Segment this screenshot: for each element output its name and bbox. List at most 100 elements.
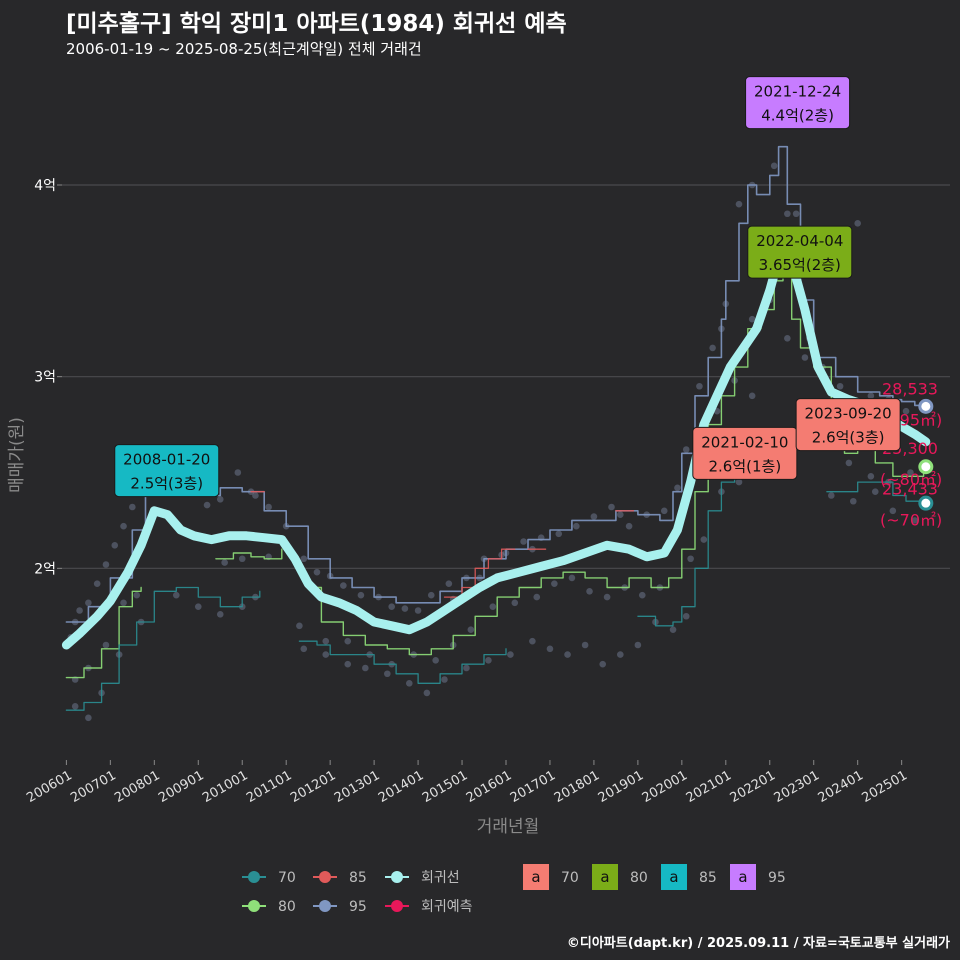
legend: 70 85 회귀선 80 95 회귀예측 a 70 a 80 a 85 a 95 xyxy=(242,864,786,915)
source-credit: ©디아파트(dapt.kr) / 2025.09.11 / 자료=국토교통부 실… xyxy=(566,936,950,951)
legend-box-letter: a xyxy=(738,868,747,886)
x-tick-label: 201401 xyxy=(376,768,426,806)
scatter-point xyxy=(669,626,677,633)
scatter-point xyxy=(682,446,690,453)
x-tick-label: 202301 xyxy=(772,768,822,806)
scatter-point xyxy=(427,591,435,599)
y-tick-label: 4억 xyxy=(34,178,56,194)
scatter-point xyxy=(770,162,778,170)
scatter-point xyxy=(405,680,413,687)
scatter-point xyxy=(362,664,369,672)
scatter-point xyxy=(111,542,119,549)
legend-swatch-dot xyxy=(319,871,331,883)
scatter-point xyxy=(849,497,857,505)
scatter-point xyxy=(445,580,453,587)
annotation-box: 2022-04-04 3.65억(2층) xyxy=(747,225,853,279)
x-tick-label: 202201 xyxy=(728,768,778,806)
scatter-point xyxy=(709,344,716,352)
legend-label: 회귀예측 xyxy=(421,899,473,915)
scatter-point xyxy=(221,559,228,566)
x-tick-label: 201601 xyxy=(464,768,514,806)
x-tick-label: 200801 xyxy=(112,768,162,806)
annotation-bg xyxy=(692,426,798,480)
annotation-price: 2.6억(3층) xyxy=(812,429,885,447)
scatter-point xyxy=(120,522,127,530)
scatter-point xyxy=(344,660,352,668)
scatter-point xyxy=(555,530,563,538)
scatter-point xyxy=(423,689,431,697)
x-tick-label: 201301 xyxy=(332,768,382,806)
annotation-date: 2022-04-04 xyxy=(756,232,843,250)
series-line-95 xyxy=(65,145,927,623)
legend-box-letter: a xyxy=(600,868,609,886)
scatter-point xyxy=(252,492,259,499)
scatter-point xyxy=(828,492,835,499)
scatter-point xyxy=(687,555,694,563)
scatter-point xyxy=(489,603,497,610)
legend-label: 회귀선 xyxy=(421,870,460,886)
legend-swatch-dot xyxy=(248,900,260,912)
annotation-price: 2.6억(1층) xyxy=(708,457,781,475)
legend-swatch-dot xyxy=(391,900,403,912)
scatter-point xyxy=(700,536,708,543)
annotation-price: 2.5억(3층) xyxy=(130,475,203,493)
scatter-point xyxy=(638,591,646,599)
endpoint-marker-80 xyxy=(918,459,934,475)
scatter-point xyxy=(735,200,743,208)
scatter-point xyxy=(792,210,800,218)
legend-box-label: 70 xyxy=(561,870,579,886)
scatter-point xyxy=(586,588,593,595)
scatter-point xyxy=(564,651,571,658)
x-tick-label: 202501 xyxy=(860,768,910,806)
legend-label: 85 xyxy=(349,870,367,886)
scatter-point xyxy=(384,670,391,678)
forecast-value: 28,533 xyxy=(882,380,938,399)
x-tick-label: 200701 xyxy=(68,768,118,806)
scatter-point xyxy=(634,641,642,649)
scatter-point xyxy=(748,392,756,400)
legend-box xyxy=(661,864,687,890)
scatter-point xyxy=(507,651,514,658)
scatter-point xyxy=(322,651,330,658)
scatter-point xyxy=(511,599,519,607)
scatter-point xyxy=(784,210,791,218)
scatter-point xyxy=(85,599,92,607)
scatter-point xyxy=(441,676,448,683)
x-tick-label: 201901 xyxy=(596,768,646,806)
scatter-point xyxy=(546,645,554,653)
y-tick-label: 3억 xyxy=(34,370,56,386)
annotation-bg xyxy=(747,225,853,279)
scatter-point xyxy=(300,555,308,563)
scatter-point xyxy=(216,611,224,618)
scatter-point xyxy=(357,591,365,599)
scatter-point xyxy=(568,574,576,582)
x-tick-label: 201501 xyxy=(420,768,470,806)
annotation-price: 4.4억(2층) xyxy=(761,107,834,125)
annotation-bg xyxy=(745,76,851,130)
scatter-point xyxy=(194,603,202,610)
scatter-point xyxy=(463,664,470,672)
scatter-point xyxy=(911,517,919,524)
legend-box xyxy=(730,864,756,890)
legend-box-letter: a xyxy=(531,868,540,886)
x-tick-label: 201701 xyxy=(508,768,558,806)
scatter-point xyxy=(133,591,141,599)
scatter-point xyxy=(533,593,541,601)
scatter-point xyxy=(696,382,703,390)
x-tick-label: 202401 xyxy=(816,768,866,806)
scatter-point xyxy=(120,599,127,607)
scatter-point xyxy=(313,568,321,576)
scatter-point xyxy=(889,507,897,515)
annotation-date: 2023-09-20 xyxy=(805,405,892,423)
scatter-point xyxy=(296,622,303,630)
scatter-point xyxy=(340,582,347,589)
scatter-point xyxy=(854,220,861,227)
scatter-point xyxy=(414,607,422,614)
scatter-point xyxy=(867,392,875,400)
chart-subtitle: 2006-01-19 ~ 2025-08-25(최근계약일) 전체 거래건 xyxy=(66,40,422,58)
forecast-area: (~70㎡) xyxy=(880,510,942,529)
scatter-point xyxy=(485,657,492,664)
scatter-point xyxy=(573,522,580,530)
forecast-area: (~80㎡) xyxy=(880,470,942,489)
